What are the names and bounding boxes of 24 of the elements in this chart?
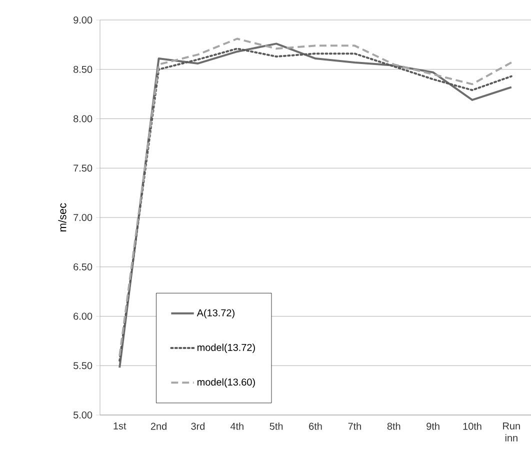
x-tick-label: 9th	[426, 422, 440, 430]
y-tick-label: 6.50	[74, 263, 92, 270]
x-tick-label: 7th	[348, 422, 361, 430]
x-tick-label: 8th	[387, 422, 400, 430]
y-tick-label: 5.50	[74, 362, 92, 370]
legend-label: model(13.60)	[198, 378, 255, 388]
y-tick-label: 7.00	[74, 214, 92, 222]
x-tick-label: 4th	[230, 422, 244, 430]
y-tick-label: 9.00	[74, 16, 92, 24]
x-tick-label: 6th	[309, 422, 322, 430]
legend-label: A(13.72)	[196, 309, 234, 318]
y-axis-title: m/sec	[58, 203, 66, 232]
legend-label: model(13.72)	[198, 344, 255, 353]
x-tick-label: 3rd	[191, 422, 205, 430]
y-tick-label: 5.00	[74, 411, 92, 419]
y-tick-label: 8.50	[74, 66, 92, 73]
x-tick-label: 1st	[114, 422, 126, 430]
x-tick-label: 5th	[270, 422, 283, 430]
y-tick-label: 6.00	[74, 312, 92, 320]
y-tick-label: 8.00	[74, 115, 92, 122]
x-tick-label: 2nd	[150, 422, 166, 430]
y-tick-label: 7.50	[74, 164, 92, 172]
x-tick-label: 10th	[463, 422, 482, 430]
x-tick-label: Run inn	[503, 422, 520, 442]
